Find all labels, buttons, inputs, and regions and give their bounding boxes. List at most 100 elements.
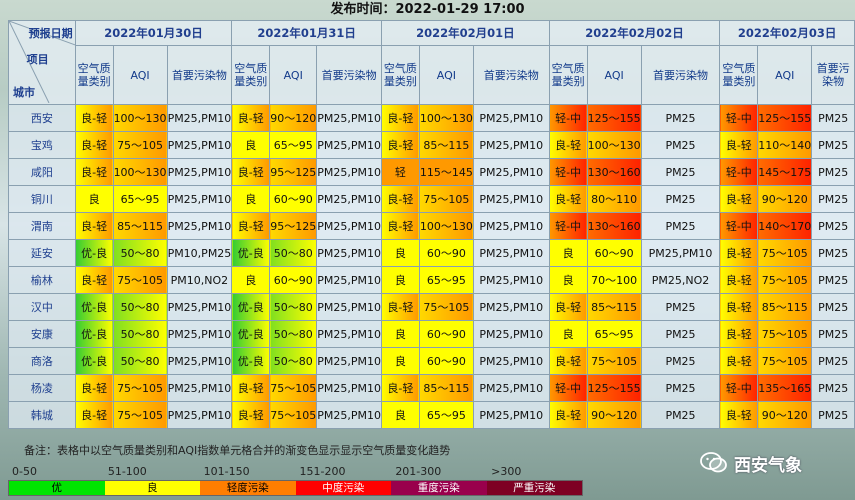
aqi-category: 良-轻 — [74, 374, 114, 402]
aqi-range: 60～90 — [586, 239, 642, 267]
aqi-range: 125～155 — [757, 104, 813, 132]
aqi-range: 50～80 — [112, 320, 168, 348]
city-name: 铜川 — [8, 185, 76, 213]
aqi-range: 50～80 — [112, 239, 168, 267]
legend-swatch: 严重污染 — [486, 481, 582, 495]
aqi-category: 良 — [380, 266, 420, 294]
aqi-category: 良-轻 — [74, 104, 114, 132]
aqi-category: 良-轻 — [548, 131, 588, 159]
legend-range: 51-100 — [107, 465, 147, 478]
primary-pollutant: PM25,PM10 — [472, 131, 550, 159]
aqi-range: 125～155 — [586, 104, 642, 132]
forecast-table: 预报日期 项目 城市 2022年01月30日 2022年01月31日 2022年02… — [8, 20, 855, 429]
table-row: 汉中 优-良 50～80 PM25,PM10 优-良 50～80 PM25,PM10 良-轻 7… — [8, 293, 855, 321]
aqi-category: 良 — [380, 347, 420, 375]
legend-swatch: 良 — [104, 481, 200, 495]
aqi-range: 50～80 — [269, 239, 318, 267]
pollutant-header: 首要污染物 — [640, 45, 721, 105]
primary-pollutant: PM25,PM10 — [316, 158, 382, 186]
aqi-category: 优-良 — [231, 293, 271, 321]
aqi-range: 60～90 — [418, 347, 474, 375]
primary-pollutant: PM25 — [640, 401, 721, 429]
city-name: 韩城 — [8, 401, 76, 429]
corner-date-label: 预报日期 — [28, 27, 73, 40]
aqi-range: 90～120 — [269, 104, 318, 132]
aqi-header: AQI — [112, 45, 168, 105]
aqi-header: AQI — [418, 45, 474, 105]
aqi-range: 75～105 — [112, 131, 168, 159]
aqi-category: 良-轻 — [380, 293, 420, 321]
primary-pollutant: PM25,PM10 — [316, 185, 382, 213]
aqi-range: 50～80 — [269, 293, 318, 321]
legend-range: >300 — [491, 465, 522, 478]
primary-pollutant: PM25 — [640, 293, 721, 321]
city-name: 西安 — [8, 104, 76, 132]
primary-pollutant: PM25 — [811, 104, 855, 132]
primary-pollutant: PM10,NO2 — [166, 266, 233, 294]
legend-range: 101-150 — [203, 465, 250, 478]
aqi-category: 轻-中 — [548, 158, 588, 186]
primary-pollutant: PM25 — [640, 374, 721, 402]
aqi-category: 良-轻 — [548, 401, 588, 429]
primary-pollutant: PM10,PM25 — [166, 239, 233, 267]
primary-pollutant: PM25 — [811, 185, 855, 213]
aqi-category: 良-轻 — [74, 401, 114, 429]
primary-pollutant: PM25,PM10 — [166, 212, 233, 240]
primary-pollutant: PM25 — [811, 374, 855, 402]
primary-pollutant: PM25,PM10 — [472, 212, 550, 240]
primary-pollutant: PM25,PM10 — [472, 266, 550, 294]
pollutant-header: 首要污染物 — [316, 45, 382, 105]
category-header: 空气质量类别 — [380, 45, 420, 105]
aqi-category: 良 — [231, 266, 271, 294]
aqi-range: 85～115 — [418, 374, 474, 402]
legend-swatch: 优 — [9, 481, 105, 495]
primary-pollutant: PM25,PM10 — [166, 401, 233, 429]
aqi-category: 良-轻 — [231, 374, 271, 402]
aqi-range: 60～90 — [269, 185, 318, 213]
date-header: 2022年01月30日 — [74, 20, 233, 46]
aqi-range: 50～80 — [269, 320, 318, 348]
category-header: 空气质量类别 — [74, 45, 114, 105]
aqi-category: 良 — [380, 239, 420, 267]
aqi-range: 75～105 — [757, 266, 813, 294]
aqi-category: 良 — [74, 185, 114, 213]
city-name: 渭南 — [8, 212, 76, 240]
aqi-range: 75～105 — [112, 374, 168, 402]
aqi-range: 100～130 — [112, 158, 168, 186]
legend-swatch: 轻度污染 — [200, 481, 296, 495]
primary-pollutant: PM25,PM10 — [166, 320, 233, 348]
aqi-range: 75～105 — [269, 374, 318, 402]
city-name: 咸阳 — [8, 158, 76, 186]
aqi-range: 100～130 — [418, 104, 474, 132]
aqi-category: 良 — [548, 239, 588, 267]
publish-time: 2022-01-29 17:00 — [395, 2, 525, 17]
primary-pollutant: PM25 — [811, 131, 855, 159]
aqi-range: 75～105 — [112, 401, 168, 429]
primary-pollutant: PM25,PM10 — [316, 320, 382, 348]
aqi-range: 130～160 — [586, 158, 642, 186]
primary-pollutant: PM25,PM10 — [166, 131, 233, 159]
primary-pollutant: PM25 — [640, 131, 721, 159]
aqi-category: 良-轻 — [719, 131, 759, 159]
aqi-range: 140～170 — [757, 212, 813, 240]
primary-pollutant: PM25 — [811, 401, 855, 429]
aqi-category: 良-轻 — [231, 401, 271, 429]
aqi-range: 75～105 — [757, 239, 813, 267]
aqi-range: 70～100 — [586, 266, 642, 294]
primary-pollutant: PM25,PM10 — [316, 131, 382, 159]
aqi-category: 优-良 — [74, 293, 114, 321]
aqi-range: 145～175 — [757, 158, 813, 186]
category-header: 空气质量类别 — [719, 45, 759, 105]
primary-pollutant: PM25,PM10 — [166, 293, 233, 321]
aqi-category: 良-轻 — [719, 320, 759, 348]
primary-pollutant: PM25,NO2 — [640, 266, 721, 294]
aqi-range: 75～105 — [269, 401, 318, 429]
corner-city-label: 城市 — [13, 86, 35, 99]
aqi-category: 良-轻 — [380, 185, 420, 213]
primary-pollutant: PM25,PM10 — [166, 374, 233, 402]
table-row: 西安 良-轻 100～130 PM25,PM10 良-轻 90～120 PM25,PM10 良… — [8, 104, 855, 132]
date-header: 2022年02月03日 — [719, 20, 855, 46]
aqi-category: 良 — [548, 320, 588, 348]
aqi-category: 优-良 — [74, 239, 114, 267]
aqi-category: 良-轻 — [719, 401, 759, 429]
